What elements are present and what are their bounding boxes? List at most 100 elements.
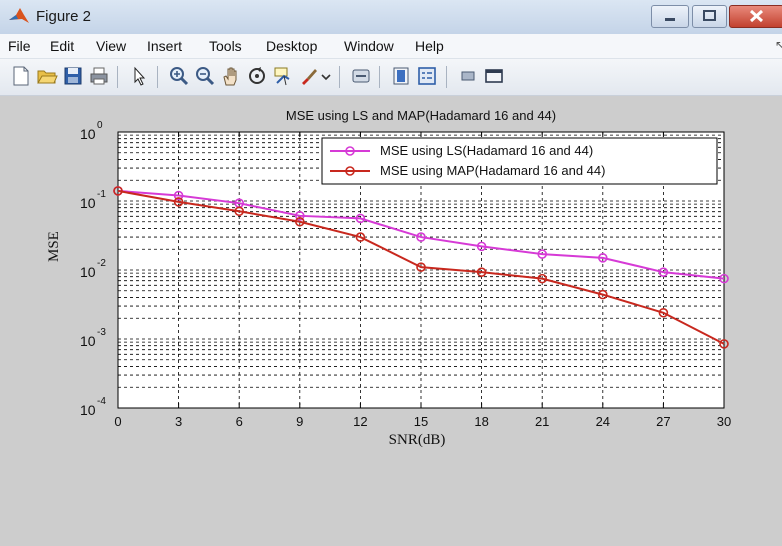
y-axis-label: MSE [46, 231, 62, 262]
print-icon [90, 67, 108, 85]
menu-bar: File Edit View Insert Tools Desktop Wind… [0, 34, 782, 59]
pointer-icon [134, 66, 146, 86]
legend-label-map: MSE using MAP(Hadamard 16 and 44) [380, 163, 606, 178]
data-point-map [234, 206, 244, 217]
brush-button[interactable] [298, 65, 320, 87]
x-tick-label: 18 [474, 414, 489, 429]
y-tick-base: 10 [80, 402, 96, 418]
figure-toolbar [0, 59, 782, 96]
menu-dock-arrow[interactable]: ↖ [775, 38, 782, 52]
y-tick-exponent: -1 [97, 189, 106, 200]
window-title: Figure 2 [36, 8, 92, 25]
zoom-in-icon [170, 67, 189, 86]
minimize-icon [665, 18, 675, 21]
menu-tools[interactable]: Tools [209, 38, 242, 54]
plot-svg [113, 131, 729, 409]
data-point-ls [597, 253, 608, 263]
data-cursor-button[interactable] [272, 65, 294, 87]
open-file-button[interactable] [36, 65, 58, 87]
minimize-button[interactable] [651, 5, 689, 28]
data-point-map [294, 216, 305, 227]
chart-title: MSE using LS and MAP(Hadamard 16 and 44) [285, 108, 557, 123]
toolbar-separator [446, 66, 447, 88]
y-tick-base: 10 [80, 264, 96, 280]
data-point-map [476, 267, 487, 277]
rotate-button[interactable] [246, 65, 268, 87]
data-point-ls [173, 190, 184, 201]
y-tick-base: 10 [80, 333, 96, 349]
colorbar-button[interactable] [390, 65, 412, 87]
maximize-button[interactable] [692, 5, 727, 28]
legend-swatch-marker [345, 166, 355, 176]
zoom-out-button[interactable] [194, 65, 216, 87]
zoom-in-button[interactable] [168, 65, 190, 87]
x-tick-label: 15 [413, 414, 429, 429]
toolbar-separator [379, 66, 380, 88]
x-tick-label: 9 [296, 414, 304, 429]
colorbar-icon [393, 67, 409, 85]
x-axis-label: SNR(dB) [388, 432, 446, 448]
show-tools-icon [485, 69, 503, 83]
data-point-ls [719, 273, 729, 284]
legend-button[interactable] [416, 65, 438, 87]
show-tools-button[interactable] [483, 65, 505, 87]
data-point-map [537, 273, 548, 284]
new-figure-button[interactable] [10, 65, 32, 87]
data-point-map [113, 186, 123, 196]
matlab-logo-icon [9, 8, 29, 23]
save-icon [64, 67, 82, 85]
data-point-ls [537, 249, 548, 259]
x-tick-label: 30 [716, 414, 732, 429]
close-icon [749, 9, 764, 23]
link-button[interactable] [350, 65, 372, 87]
zoom-out-icon [196, 67, 215, 86]
data-cursor-icon [274, 67, 290, 86]
menu-desktop[interactable]: Desktop [266, 38, 318, 54]
hide-tools-icon [461, 71, 475, 81]
print-button[interactable] [88, 65, 110, 87]
data-point-map [355, 232, 366, 242]
x-tick-label: 3 [174, 414, 183, 429]
x-tick-label: 6 [235, 414, 243, 429]
y-tick-exponent: -3 [97, 327, 106, 338]
y-tick-exponent: 0 [97, 120, 103, 131]
menu-help[interactable]: Help [415, 38, 444, 54]
menu-file[interactable]: File [8, 38, 31, 54]
data-point-map [658, 307, 669, 318]
x-tick-label: 27 [656, 414, 671, 429]
open-file-icon [37, 70, 58, 84]
toolbar-separator [157, 66, 158, 88]
toolbar-separator [117, 66, 118, 88]
menu-edit[interactable]: Edit [50, 38, 75, 54]
hide-tools-button[interactable] [457, 65, 479, 87]
data-point-map [416, 262, 426, 272]
legend-icon [418, 67, 436, 85]
title-bar: Figure 2 [0, 0, 782, 34]
menu-window[interactable]: Window [344, 38, 394, 54]
pan-button[interactable] [220, 65, 242, 87]
x-tick-label: 12 [353, 414, 368, 429]
rotate-icon [249, 67, 265, 84]
data-point-ls [355, 213, 366, 224]
menu-insert[interactable]: Insert [147, 38, 183, 54]
data-point-map [719, 339, 729, 349]
y-tick-base: 10 [80, 126, 96, 142]
y-tick-exponent: -4 [97, 396, 106, 407]
close-button[interactable] [729, 5, 782, 28]
pointer-button[interactable] [128, 65, 150, 87]
brush-dropdown[interactable] [320, 65, 332, 87]
series-line-ls [117, 189, 725, 280]
y-tick-base: 10 [80, 195, 96, 211]
data-point-ls [476, 241, 487, 252]
menu-view[interactable]: View [96, 38, 127, 54]
pan-icon [223, 67, 237, 86]
data-point-ls [294, 211, 305, 221]
save-button[interactable] [62, 65, 84, 87]
x-tick-label: 24 [595, 414, 611, 429]
legend-swatch-marker [345, 146, 355, 156]
legend-box [321, 137, 718, 185]
x-tick-label: 0 [114, 414, 122, 429]
y-tick-exponent: -2 [97, 258, 106, 269]
brush-icon [302, 69, 317, 85]
